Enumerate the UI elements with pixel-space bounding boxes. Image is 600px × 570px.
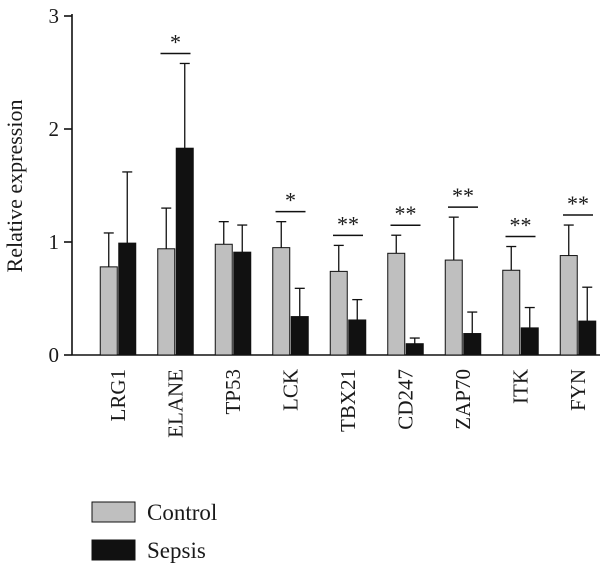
y-tick-label: 3 <box>49 4 60 28</box>
bar-control <box>214 243 233 356</box>
plot-area: 0 1 2 3 LRG1 * ELANE TP53 * LCK ** TBX21 ** CD247 ** ZA… <box>49 4 600 438</box>
bar-sepsis <box>520 327 539 356</box>
bar-control <box>559 255 578 356</box>
bar-sepsis <box>578 320 597 356</box>
y-tick-label: 2 <box>49 117 60 141</box>
bar-sepsis <box>463 333 482 356</box>
bar-sepsis <box>290 316 309 356</box>
bar-control <box>387 252 406 356</box>
x-category-label: TBX21 <box>336 369 360 432</box>
bar-control <box>329 270 348 356</box>
y-tick-label: 1 <box>49 230 60 254</box>
x-category-label: ITK <box>509 369 533 404</box>
bar-control <box>157 248 176 356</box>
bar-sepsis <box>118 242 137 356</box>
legend-swatch-sepsis <box>91 539 136 561</box>
bar-sepsis <box>348 319 367 356</box>
significance-label: ** <box>510 213 532 238</box>
significance-label: ** <box>337 211 359 236</box>
bar-control <box>99 266 118 356</box>
legend-label: Control <box>147 500 217 525</box>
legend-swatch-control <box>91 501 136 523</box>
x-category-label: LCK <box>279 369 303 411</box>
bar-sepsis <box>175 147 194 356</box>
x-category-label: CD247 <box>394 369 418 430</box>
significance-label: * <box>285 188 296 213</box>
x-category-label: FYN <box>566 369 590 411</box>
y-tick-label: 0 <box>49 343 60 367</box>
significance-label: * <box>170 29 181 54</box>
legend-label: Sepsis <box>147 538 206 563</box>
bar-control <box>502 269 521 356</box>
significance-label: ** <box>395 201 417 226</box>
bar-sepsis <box>233 251 252 356</box>
x-category-label: ELANE <box>164 369 188 438</box>
significance-label: ** <box>567 191 589 216</box>
bar-control <box>272 247 291 356</box>
legend: Control Sepsis <box>91 500 217 563</box>
bar-control <box>444 259 463 356</box>
y-axis-title: Relative expression <box>2 100 27 273</box>
x-category-label: ZAP70 <box>451 369 475 430</box>
significance-label: ** <box>452 183 474 208</box>
x-category-label: TP53 <box>221 369 245 415</box>
x-category-label: LRG1 <box>106 369 130 422</box>
bar-sepsis <box>405 343 424 356</box>
